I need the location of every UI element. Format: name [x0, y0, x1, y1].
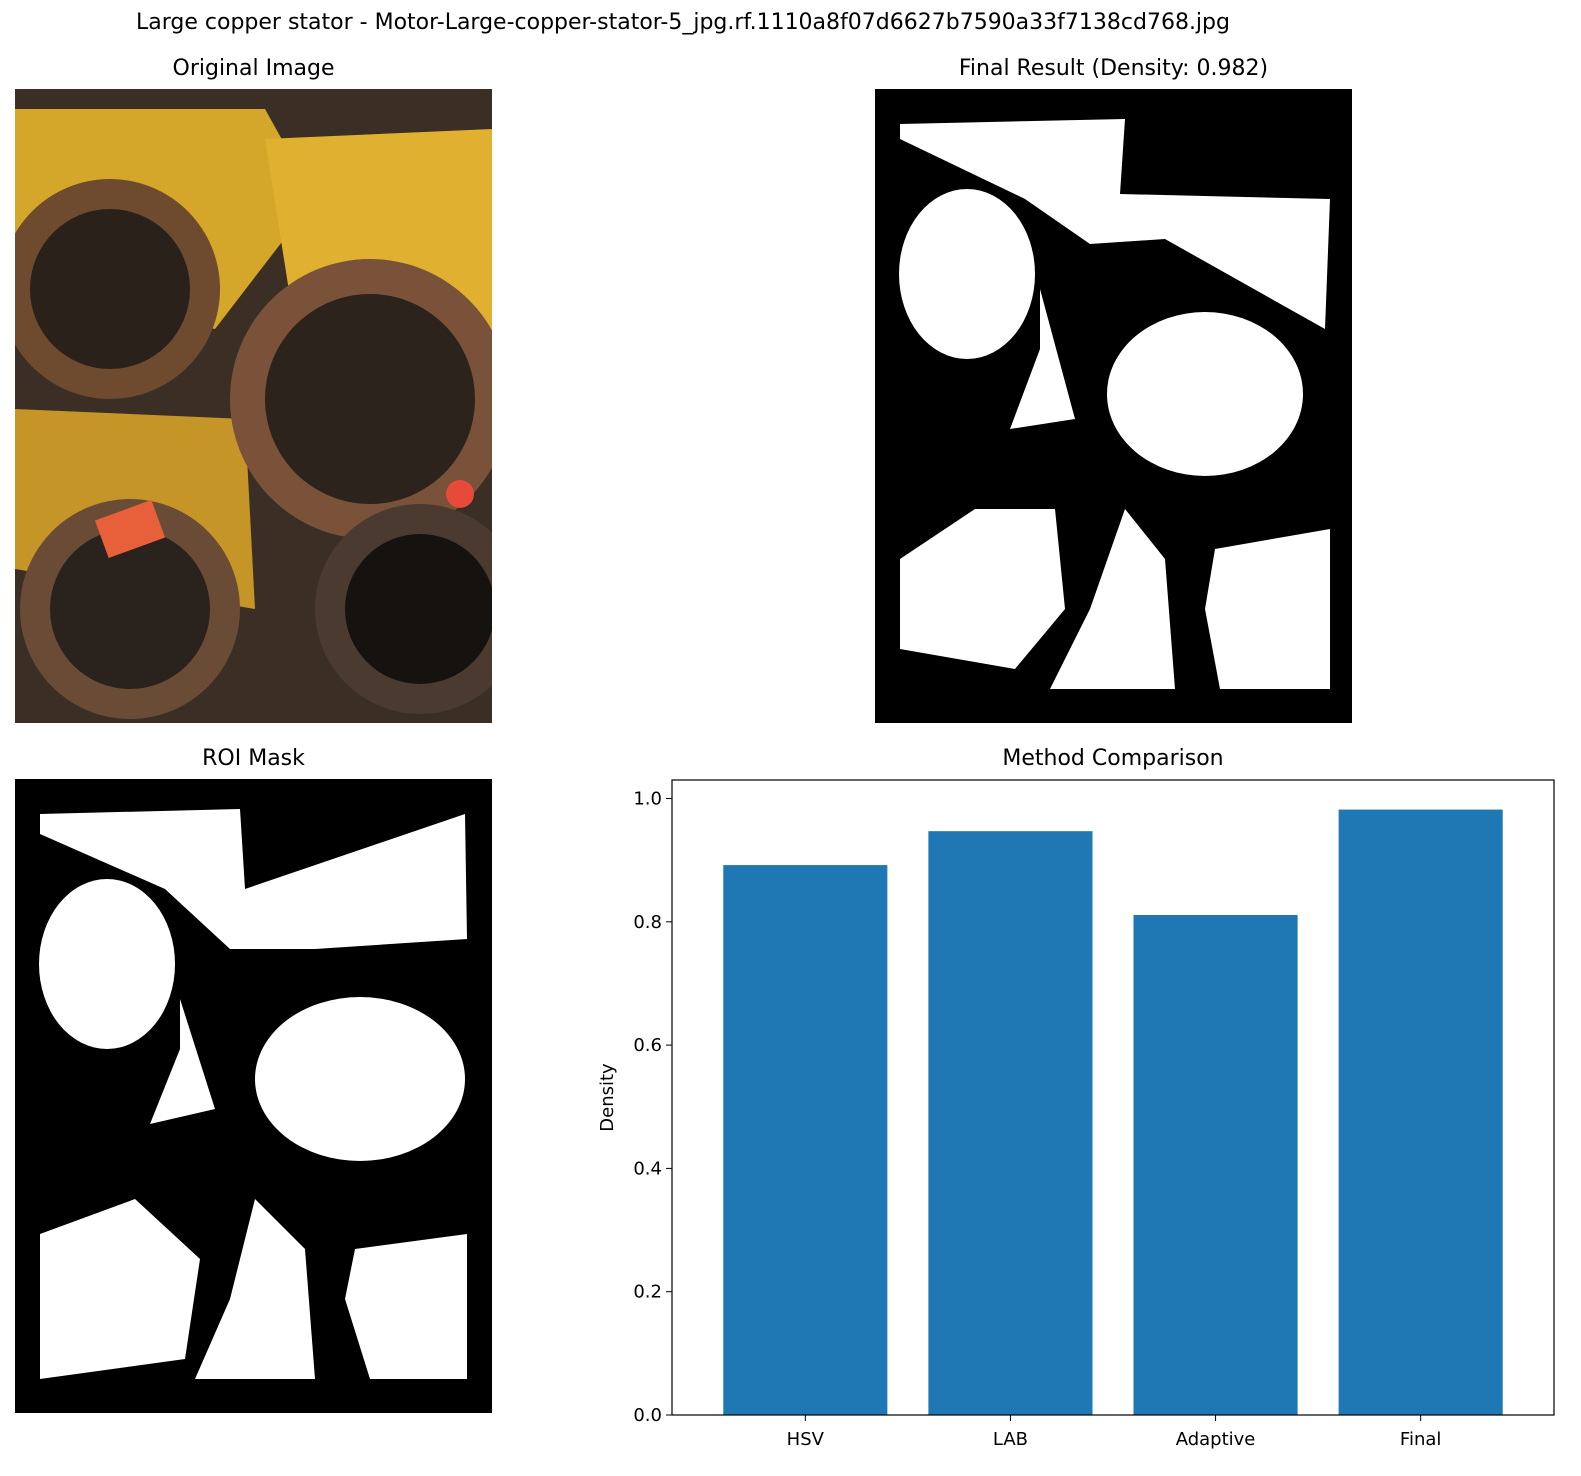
bar-hsv	[723, 865, 888, 1415]
y-tick-label: 1.0	[633, 788, 662, 809]
original-image-title: Original Image	[172, 56, 335, 81]
final-result-mask	[875, 89, 1352, 723]
bars-layer	[723, 809, 1503, 1415]
final-result-title: Final Result (Density: 0.982)	[958, 56, 1269, 81]
plot-frame	[671, 779, 1555, 1416]
bar-adaptive	[1133, 915, 1298, 1415]
x-tick-label: Adaptive	[1176, 1429, 1256, 1450]
figure-suptitle: Large copper stator - Motor-Large-copper…	[136, 10, 1230, 35]
comparison-title: Method Comparison	[1002, 746, 1224, 771]
y-tick-label: 0.2	[633, 1282, 662, 1303]
x-axis: HSV LAB Adaptive Final	[787, 1415, 1441, 1450]
stator-photo-illustration	[15, 89, 492, 723]
bar-lab	[928, 831, 1093, 1415]
method-comparison-chart: 0.0 0.2 0.4 0.6 0.8 1.0 HSV LAB Adaptive Final D…	[597, 779, 1555, 1450]
y-axis: 0.0 0.2 0.4 0.6 0.8 1.0	[633, 788, 672, 1426]
y-axis-label: Density	[597, 1063, 618, 1132]
y-tick-label: 0.0	[633, 1405, 662, 1426]
bar-final	[1338, 809, 1503, 1415]
y-tick-label: 0.4	[633, 1158, 662, 1179]
y-tick-label: 0.8	[633, 912, 662, 933]
x-tick-label: Final	[1400, 1429, 1441, 1450]
y-tick-label: 0.6	[633, 1035, 662, 1056]
x-tick-label: HSV	[787, 1429, 825, 1450]
roi-mask-title: ROI Mask	[202, 746, 305, 771]
roi-mask-illustration	[15, 779, 492, 1413]
original-image	[15, 89, 492, 723]
final-mask-illustration	[875, 89, 1352, 723]
roi-mask	[15, 779, 492, 1413]
x-tick-label: LAB	[993, 1429, 1028, 1450]
